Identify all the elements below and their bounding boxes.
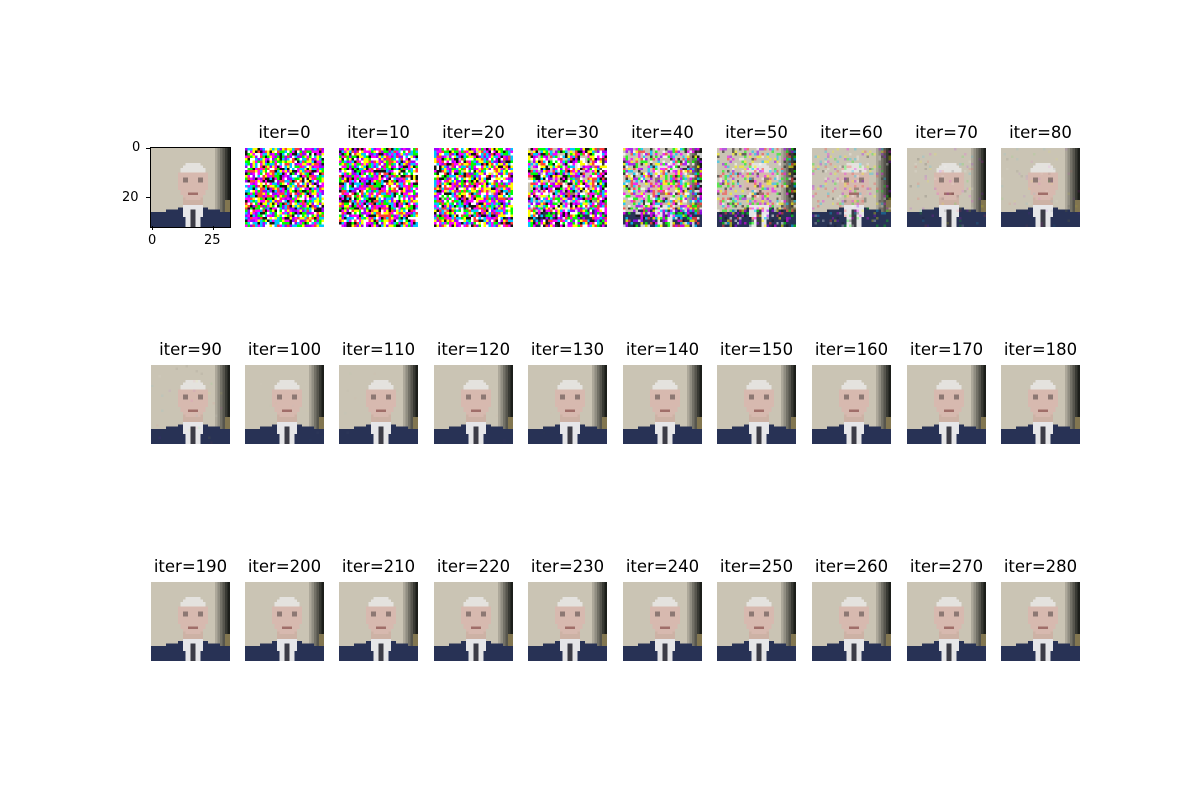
iteration-panel: iter=280: [1001, 557, 1080, 661]
iteration-image: [528, 582, 607, 661]
iteration-image: [717, 365, 796, 444]
iteration-image: [1001, 582, 1080, 661]
iteration-title: iter=40: [631, 123, 694, 142]
iteration-panel: iter=140: [623, 340, 702, 444]
iteration-title: iter=90: [159, 340, 222, 359]
iteration-image: [434, 365, 513, 444]
iteration-image: [151, 365, 230, 444]
iteration-panel: iter=110: [339, 340, 418, 444]
iteration-panel: iter=80: [1001, 123, 1080, 227]
iteration-image: [434, 582, 513, 661]
iteration-title: iter=250: [719, 557, 794, 576]
iteration-image: [812, 148, 891, 227]
iteration-title: iter=260: [814, 557, 889, 576]
iteration-panel: iter=150: [717, 340, 796, 444]
iteration-panel: iter=200: [245, 557, 324, 661]
iteration-title: iter=80: [1009, 123, 1072, 142]
iteration-title: iter=230: [530, 557, 605, 576]
iteration-panel: iter=230: [528, 557, 607, 661]
iteration-panel: iter=250: [717, 557, 796, 661]
iteration-panel: iter=90: [151, 340, 230, 444]
reference-image-panel: 0 20 0 25: [122, 141, 231, 248]
xtick-label-0: 0: [148, 233, 157, 248]
iteration-title: iter=120: [436, 340, 511, 359]
iteration-panel: iter=170: [907, 340, 986, 444]
iteration-panel: iter=160: [812, 340, 891, 444]
iteration-title: iter=210: [341, 557, 416, 576]
iteration-panel: iter=130: [528, 340, 607, 444]
iteration-panel: iter=190: [151, 557, 230, 661]
iteration-image: [245, 582, 324, 661]
iteration-image: [623, 365, 702, 444]
iteration-image: [1001, 148, 1080, 227]
iteration-image: [151, 582, 230, 661]
iteration-panel: iter=20: [434, 123, 513, 227]
iteration-title: iter=190: [153, 557, 228, 576]
iteration-panel: iter=210: [339, 557, 418, 661]
iteration-title: iter=60: [820, 123, 883, 142]
iteration-title: iter=270: [909, 557, 984, 576]
iteration-title: iter=150: [719, 340, 794, 359]
iteration-title: iter=70: [915, 123, 978, 142]
iteration-panel: iter=260: [812, 557, 891, 661]
iteration-panel: iter=0: [245, 123, 324, 227]
iteration-panel: iter=180: [1001, 340, 1080, 444]
iteration-panel: iter=50: [717, 123, 796, 227]
iteration-panel: iter=100: [245, 340, 324, 444]
iteration-image: [528, 365, 607, 444]
iteration-title: iter=20: [442, 123, 505, 142]
iteration-panel: iter=40: [623, 123, 702, 227]
iteration-image: [717, 148, 796, 227]
iteration-title: iter=160: [814, 340, 889, 359]
iteration-image: [339, 148, 418, 227]
iteration-image: [528, 148, 607, 227]
ytick-mark-0: [146, 148, 150, 149]
xtick-mark-0: [152, 226, 153, 230]
iteration-title: iter=220: [436, 557, 511, 576]
iteration-image: [245, 148, 324, 227]
iteration-image: [907, 365, 986, 444]
iteration-image: [812, 365, 891, 444]
iteration-image: [1001, 365, 1080, 444]
iteration-title: iter=280: [1003, 557, 1078, 576]
iteration-title: iter=200: [247, 557, 322, 576]
iteration-panel: iter=120: [434, 340, 513, 444]
reference-image: [151, 148, 230, 227]
iteration-title: iter=100: [247, 340, 322, 359]
iteration-image: [623, 148, 702, 227]
iteration-panel: iter=270: [907, 557, 986, 661]
ytick-mark-20: [146, 197, 150, 198]
iteration-panel: iter=60: [812, 123, 891, 227]
iteration-title: iter=50: [725, 123, 788, 142]
iteration-image: [907, 582, 986, 661]
iteration-title: iter=240: [625, 557, 700, 576]
iteration-panel: iter=240: [623, 557, 702, 661]
iteration-title: iter=110: [341, 340, 416, 359]
iteration-image: [717, 582, 796, 661]
iteration-image: [623, 582, 702, 661]
ytick-label-20: 20: [122, 190, 139, 205]
iteration-image: [245, 365, 324, 444]
iteration-image: [434, 148, 513, 227]
iteration-image: [907, 148, 986, 227]
iteration-panel: iter=30: [528, 123, 607, 227]
iteration-title: iter=0: [258, 123, 311, 142]
iteration-panel: iter=220: [434, 557, 513, 661]
iteration-title: iter=30: [536, 123, 599, 142]
iteration-image: [339, 365, 418, 444]
iteration-panel: iter=70: [907, 123, 986, 227]
xtick-mark-25: [213, 226, 214, 230]
iteration-image: [339, 582, 418, 661]
iteration-title: iter=140: [625, 340, 700, 359]
iteration-title: iter=10: [347, 123, 410, 142]
ytick-label-0: 0: [132, 140, 141, 155]
xtick-label-25: 25: [204, 233, 221, 248]
iteration-title: iter=130: [530, 340, 605, 359]
iteration-title: iter=180: [1003, 340, 1078, 359]
iteration-image: [812, 582, 891, 661]
iteration-title: iter=170: [909, 340, 984, 359]
iteration-panel: iter=10: [339, 123, 418, 227]
